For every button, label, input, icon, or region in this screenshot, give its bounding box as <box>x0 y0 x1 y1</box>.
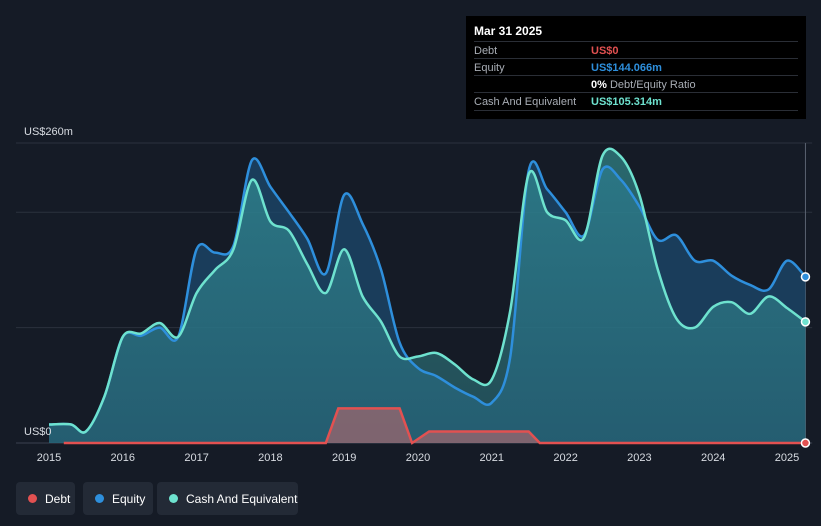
legend-label: Cash And Equivalent <box>186 491 298 506</box>
x-tick-label: 2025 <box>775 452 799 464</box>
tooltip-value-equity: US$144.066m <box>591 62 662 74</box>
line-layer <box>48 147 807 445</box>
cash-area <box>49 148 806 443</box>
tooltip-row-debt: Debt US$0 <box>474 41 798 59</box>
data-tooltip: Mar 31 2025 Debt US$0 Equity US$144.066m… <box>466 16 806 119</box>
ratio-value: 0% <box>591 79 607 91</box>
tooltip-value-debt: US$0 <box>591 45 619 57</box>
y-axis-zero-label: US$0 <box>24 426 52 438</box>
tooltip-row-equity: Equity US$144.066m <box>474 58 798 76</box>
x-tick-label: 2023 <box>627 452 651 464</box>
x-tick-label: 2020 <box>406 452 430 464</box>
tooltip-value-ratio: 0% Debt/Equity Ratio <box>591 79 696 91</box>
x-tick-label: 2024 <box>701 452 725 464</box>
ratio-label: Debt/Equity Ratio <box>606 79 696 91</box>
tooltip-row-cash: Cash And Equivalent US$105.314m <box>474 92 798 111</box>
tooltip-row-ratio: 0% Debt/Equity Ratio <box>474 75 798 93</box>
cash-line <box>48 147 807 434</box>
area-layer <box>49 148 806 443</box>
x-tick-label: 2017 <box>184 452 208 464</box>
tooltip-value-cash: US$105.314m <box>591 96 662 108</box>
debt-line <box>63 407 806 445</box>
x-tick-label: 2016 <box>111 452 135 464</box>
tooltip-label: Cash And Equivalent <box>474 96 577 108</box>
legend-label: Equity <box>112 491 146 506</box>
marker-layer <box>800 272 811 448</box>
x-tick-label: 2022 <box>553 452 577 464</box>
x-tick-label: 2019 <box>332 452 356 464</box>
tooltip-date: Mar 31 2025 <box>474 24 543 38</box>
x-tick-label: 2021 <box>480 452 504 464</box>
x-tick-label: 2015 <box>37 452 61 464</box>
legend-item-cash[interactable]: Cash And Equivalent <box>157 482 298 515</box>
tooltip-label: Equity <box>474 62 505 74</box>
y-axis-max-label: US$260m <box>24 126 73 138</box>
debt-area <box>63 408 806 443</box>
legend-dot-cash <box>169 494 178 503</box>
legend-dot-equity <box>95 494 104 503</box>
x-tick-label: 2018 <box>258 452 282 464</box>
tooltip-label: Debt <box>474 45 498 57</box>
marker-cash-and-equivalent <box>800 317 811 327</box>
legend-item-equity[interactable]: Equity <box>83 482 153 515</box>
legend-label: Debt <box>45 491 71 506</box>
legend-dot-debt <box>28 494 37 503</box>
axis-layer: 2015 2016 2017 2018 2019 2020 2021 2022 2023 2024… <box>24 126 799 464</box>
legend-item-debt[interactable]: Debt <box>16 482 75 515</box>
marker-equity <box>800 272 811 282</box>
marker-debt <box>800 438 811 448</box>
